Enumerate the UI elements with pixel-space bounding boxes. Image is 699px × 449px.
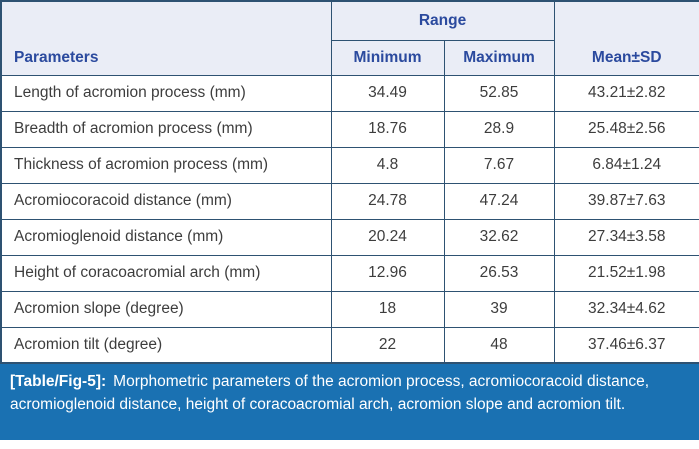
maximum-cell: 28.9 [443, 110, 555, 148]
column-header-minimum: Minimum [330, 39, 445, 76]
caption-text: Morphometric parameters of the acromion … [10, 373, 649, 413]
column-header-range: Range [330, 0, 555, 41]
mean-sd-cell: 43.21±2.82 [553, 74, 699, 112]
mean-sd-cell: 25.48±2.56 [553, 110, 699, 148]
mean-sd-cell: 21.52±1.98 [553, 254, 699, 292]
table-row: Acromion slope (degree) 18 39 32.34±4.62 [0, 290, 699, 328]
column-header-parameters: Parameters [0, 0, 332, 76]
table-row: Thickness of acromion process (mm) 4.8 7… [0, 146, 699, 184]
table-header: Parameters Range Mean±SD Minimum Maximum [0, 0, 699, 76]
table-row: Acromioglenoid distance (mm) 20.24 32.62… [0, 218, 699, 256]
parameter-cell: Thickness of acromion process (mm) [0, 146, 332, 184]
column-header-mean-sd: Mean±SD [553, 0, 699, 76]
minimum-cell: 4.8 [330, 146, 445, 184]
table-body: Length of acromion process (mm) 34.49 52… [0, 74, 699, 364]
parameter-cell: Acromiocoracoid distance (mm) [0, 182, 332, 220]
table-row: Length of acromion process (mm) 34.49 52… [0, 74, 699, 112]
mean-sd-cell: 37.46±6.37 [553, 326, 699, 364]
parameter-cell: Length of acromion process (mm) [0, 74, 332, 112]
parameter-cell: Breadth of acromion process (mm) [0, 110, 332, 148]
maximum-cell: 26.53 [443, 254, 555, 292]
header-row-minmax: Minimum Maximum [1, 39, 699, 76]
maximum-cell: 7.67 [443, 146, 555, 184]
maximum-cell: 52.85 [443, 74, 555, 112]
mean-sd-cell: 32.34±4.62 [553, 290, 699, 328]
minimum-cell: 22 [330, 326, 445, 364]
minimum-cell: 34.49 [330, 74, 445, 112]
minimum-cell: 20.24 [330, 218, 445, 256]
mean-sd-cell: 39.87±7.63 [553, 182, 699, 220]
parameter-cell: Height of coracoacromial arch (mm) [0, 254, 332, 292]
column-header-maximum: Maximum [443, 39, 555, 76]
morphometric-table: Parameters Range Mean±SD Minimum Maximum… [0, 0, 699, 364]
minimum-cell: 18 [330, 290, 445, 328]
mean-sd-cell: 6.84±1.24 [553, 146, 699, 184]
parameter-cell: Acromion slope (degree) [0, 290, 332, 328]
table-row: Acromion tilt (degree) 22 48 37.46±6.37 [0, 326, 699, 364]
parameter-cell: Acromion tilt (degree) [0, 326, 332, 364]
maximum-cell: 47.24 [443, 182, 555, 220]
maximum-cell: 39 [443, 290, 555, 328]
minimum-cell: 18.76 [330, 110, 445, 148]
minimum-cell: 12.96 [330, 254, 445, 292]
minimum-cell: 24.78 [330, 182, 445, 220]
table-row: Breadth of acromion process (mm) 18.76 2… [0, 110, 699, 148]
maximum-cell: 32.62 [443, 218, 555, 256]
table-row: Height of coracoacromial arch (mm) 12.96… [0, 254, 699, 292]
header-row-range: Parameters Range Mean±SD [0, 0, 699, 76]
table-row: Acromiocoracoid distance (mm) 24.78 47.2… [0, 182, 699, 220]
mean-sd-cell: 27.34±3.58 [553, 218, 699, 256]
caption-label: [Table/Fig-5]: [10, 373, 107, 390]
parameter-cell: Acromioglenoid distance (mm) [0, 218, 332, 256]
figure-caption: [Table/Fig-5]: Morphometric parameters of… [0, 364, 699, 440]
maximum-cell: 48 [443, 326, 555, 364]
